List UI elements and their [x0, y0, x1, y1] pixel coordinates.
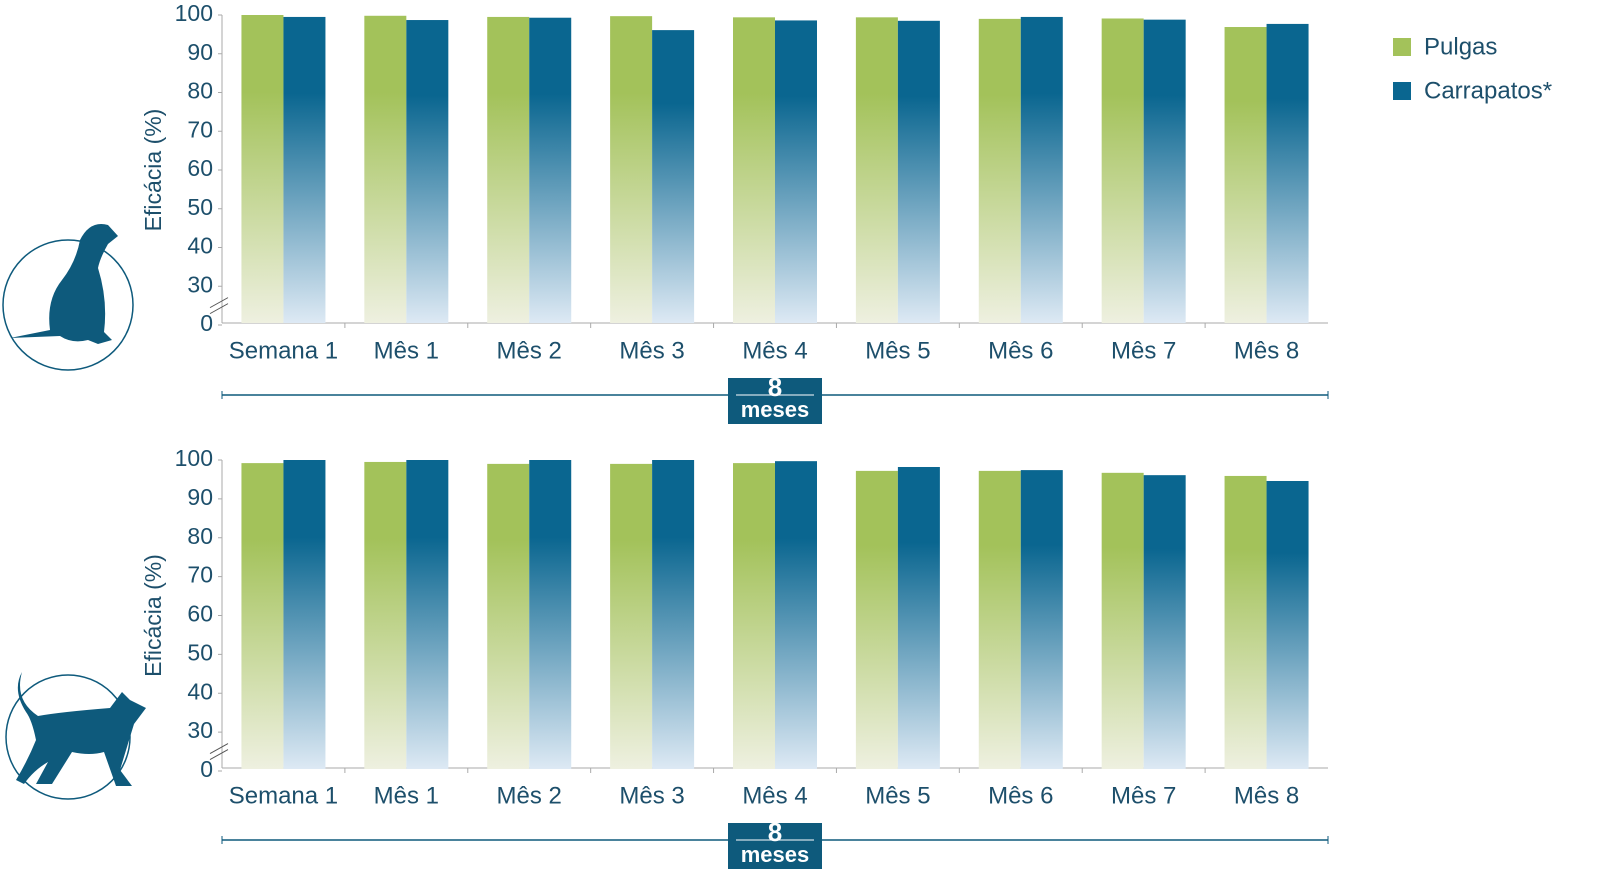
- bar: [406, 20, 449, 323]
- bar: [1101, 472, 1144, 769]
- bar: [1020, 16, 1063, 323]
- period-badge: [728, 823, 822, 869]
- period-badge: [728, 378, 822, 424]
- y-tick-label: 50: [187, 639, 213, 665]
- bar: [897, 20, 940, 323]
- legend: Pulgas Carrapatos*: [1393, 33, 1552, 104]
- y-tick-label: 80: [187, 78, 213, 104]
- x-tick-label: Semana 1: [229, 337, 338, 364]
- bar: [978, 18, 1021, 323]
- x-tick-label: Mês 4: [742, 782, 807, 809]
- x-tick-label: Mês 2: [497, 337, 562, 364]
- bar: [1224, 475, 1267, 769]
- y-axis-label: Eficácia (%): [140, 554, 166, 677]
- x-tick-label: Mês 1: [374, 337, 439, 364]
- axis-break: [209, 749, 229, 760]
- bar: [1143, 19, 1186, 324]
- bar: [897, 466, 940, 769]
- x-tick-label: Mês 6: [988, 337, 1053, 364]
- bar: [733, 17, 775, 323]
- x-tick-label: Semana 1: [229, 782, 338, 809]
- period-number: 8: [768, 817, 782, 847]
- bar: [1020, 470, 1063, 769]
- y-tick-label: 90: [187, 484, 213, 510]
- y-tick-label: 70: [187, 116, 213, 142]
- axis-break: [209, 743, 229, 754]
- bar: [364, 15, 407, 324]
- period-unit: meses: [741, 397, 810, 422]
- legend-swatch: [1393, 82, 1411, 100]
- bar: [1266, 23, 1309, 323]
- bar: [487, 463, 530, 769]
- y-tick-label: 100: [175, 445, 213, 471]
- y-axis-label: Eficácia (%): [140, 109, 166, 232]
- bar: [775, 461, 817, 769]
- legend-swatch: [1393, 38, 1411, 56]
- y-tick-label: 60: [187, 601, 213, 627]
- bar: [283, 460, 326, 769]
- bar: [855, 17, 898, 323]
- bar: [241, 463, 284, 769]
- x-tick-label: Mês 5: [865, 337, 930, 364]
- y-tick-label: 80: [187, 523, 213, 549]
- bar: [364, 461, 407, 769]
- bar: [529, 460, 572, 769]
- y-tick-label: 30: [187, 271, 213, 297]
- x-tick-label: Mês 7: [1111, 337, 1176, 364]
- bar: [855, 470, 898, 769]
- bar: [406, 460, 449, 769]
- bar: [610, 16, 653, 323]
- x-tick-label: Mês 7: [1111, 782, 1176, 809]
- x-tick-label: Mês 3: [619, 782, 684, 809]
- x-tick-label: Mês 4: [742, 337, 807, 364]
- bar: [610, 463, 653, 769]
- bar: [652, 460, 695, 769]
- y-tick-label: 60: [187, 155, 213, 181]
- y-tick-label: 70: [187, 562, 213, 588]
- bar: [978, 470, 1021, 769]
- y-tick-label: 90: [187, 39, 213, 65]
- y-tick-label: 30: [187, 717, 213, 743]
- dog-icon: [2, 224, 134, 371]
- bar: [1266, 480, 1309, 769]
- bar: [775, 20, 817, 324]
- y-tick-label: 0: [200, 756, 213, 782]
- x-tick-label: Mês 2: [497, 782, 562, 809]
- x-tick-label: Mês 5: [865, 782, 930, 809]
- y-tick-label: 40: [187, 233, 213, 259]
- x-tick-label: Mês 6: [988, 782, 1053, 809]
- period-number: 8: [768, 372, 782, 402]
- y-tick-label: 40: [187, 678, 213, 704]
- bar: [487, 16, 530, 323]
- x-tick-label: Mês 8: [1234, 337, 1299, 364]
- x-tick-label: Mês 1: [374, 782, 439, 809]
- y-tick-label: 100: [175, 0, 213, 26]
- axis-break: [209, 303, 229, 315]
- bar: [652, 30, 695, 324]
- period-unit: meses: [741, 842, 810, 867]
- axis-break: [209, 297, 229, 309]
- legend-label: Pulgas: [1424, 33, 1497, 60]
- bar: [733, 463, 775, 769]
- bar: [529, 17, 572, 324]
- cat-icon: [5, 672, 146, 800]
- y-tick-label: 50: [187, 194, 213, 220]
- legend-label: Carrapatos*: [1424, 77, 1552, 104]
- x-tick-label: Mês 3: [619, 337, 684, 364]
- bar: [1101, 18, 1144, 324]
- bar: [283, 16, 326, 323]
- bar: [1224, 27, 1267, 323]
- y-tick-label: 0: [200, 310, 213, 336]
- bar: [1143, 475, 1186, 769]
- x-tick-label: Mês 8: [1234, 782, 1299, 809]
- bar: [241, 15, 284, 323]
